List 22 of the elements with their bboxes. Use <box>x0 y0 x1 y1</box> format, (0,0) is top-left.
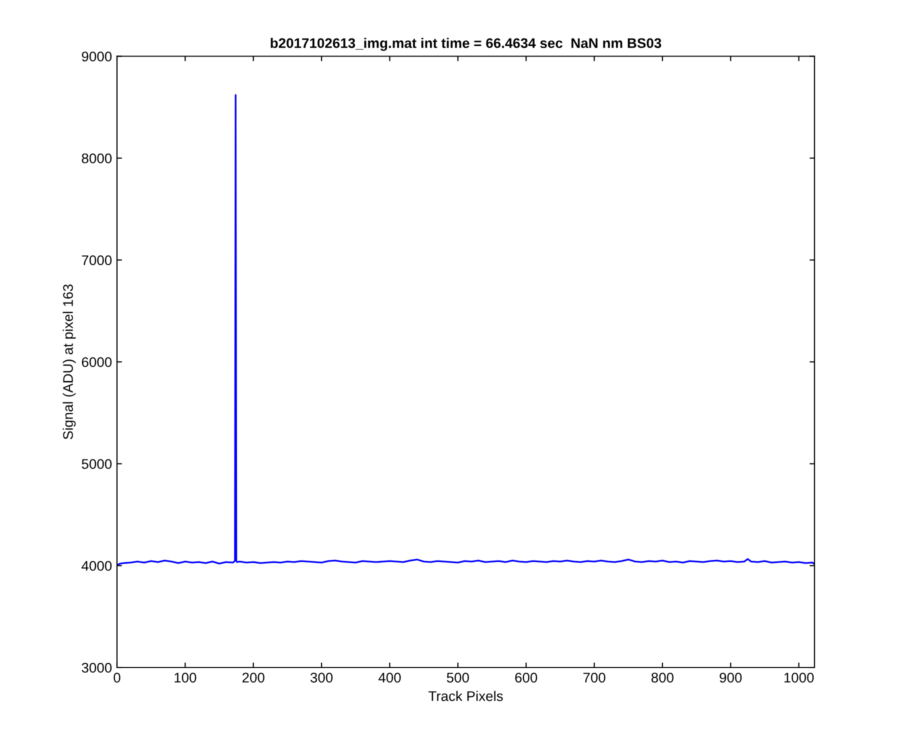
x-tick-label: 700 <box>583 672 606 683</box>
x-tick-label: 800 <box>651 672 674 683</box>
x-tick-label: 400 <box>378 672 401 683</box>
x-tick-label: 200 <box>242 672 264 683</box>
y-tick-label: 9000 <box>82 52 112 62</box>
line-series <box>117 94 814 566</box>
x-tick-label: 900 <box>720 672 742 683</box>
x-tick-label: 300 <box>310 672 333 683</box>
y-tick-label: 8000 <box>82 153 112 164</box>
x-tick-label: 1000 <box>784 672 814 683</box>
y-tick-label: 7000 <box>82 255 112 266</box>
y-tick-label: 4000 <box>82 560 112 571</box>
x-axis-title: Track Pixels <box>428 690 503 702</box>
x-tick-label: 500 <box>446 672 469 683</box>
y-tick-label: 6000 <box>82 357 112 368</box>
y-tick-label: 3000 <box>82 662 112 673</box>
x-tick-label: 600 <box>515 672 538 683</box>
chart-title: b2017102613_img.mat int time = 66.4634 sec NaN nm BS03 <box>270 38 662 51</box>
y-axis-title: Signal (ADU) at pixel 163 <box>62 284 76 440</box>
x-tick-label: 0 <box>114 672 120 683</box>
x-tick-label: 100 <box>174 672 196 683</box>
y-tick-label: 5000 <box>82 459 112 469</box>
